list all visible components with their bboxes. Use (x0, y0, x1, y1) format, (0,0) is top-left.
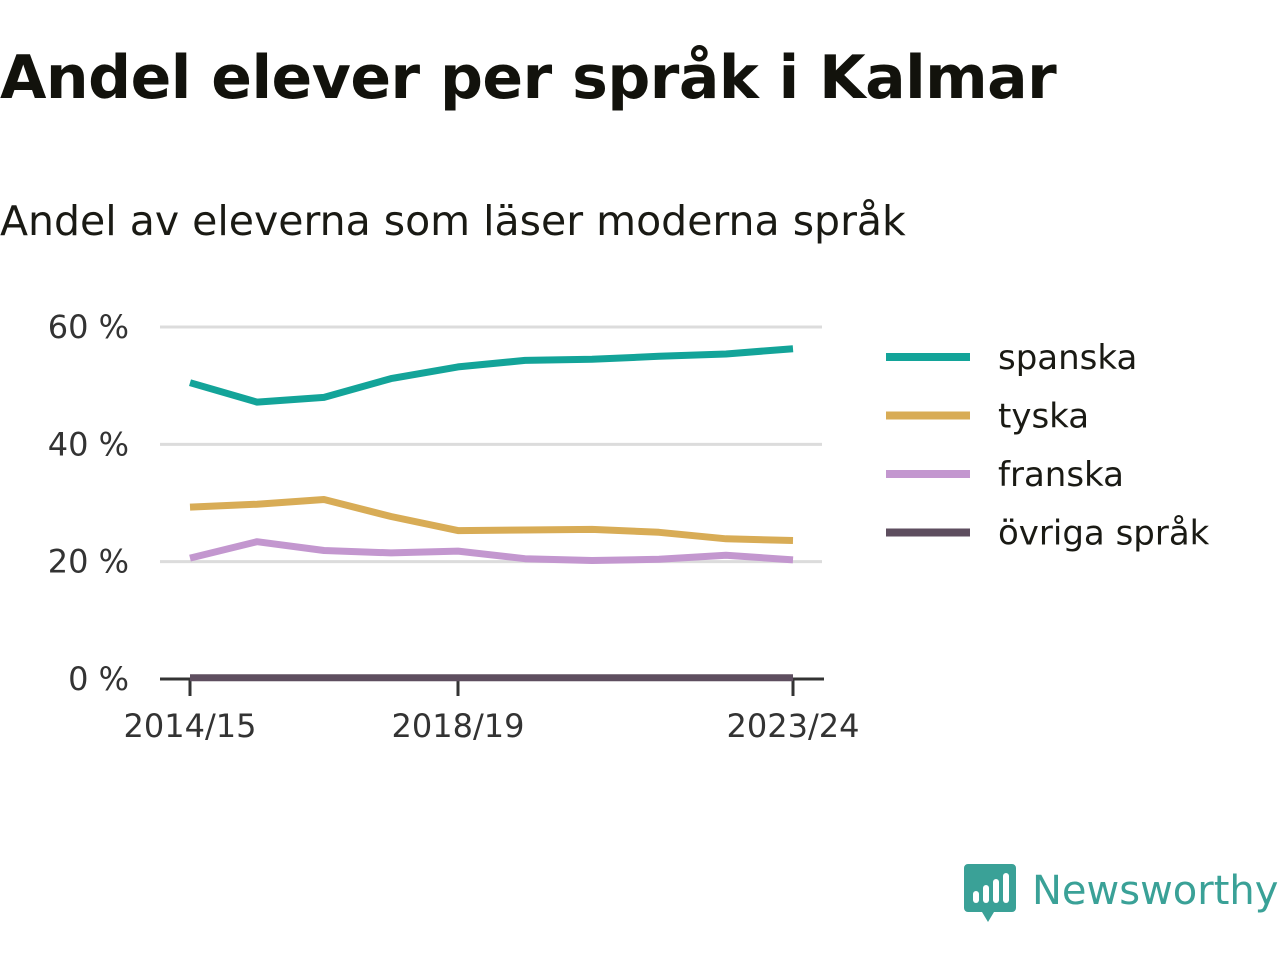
x-axis: 2014/15 2018/19 2023/24 (124, 677, 860, 745)
y-tick-label: 40 % (48, 425, 129, 463)
y-tick-label: 0 % (68, 660, 129, 698)
gridlines (160, 325, 822, 564)
y-tick-label: 20 % (48, 543, 129, 581)
newsworthy-logo-icon (964, 864, 1016, 922)
x-tick-label: 2014/15 (124, 707, 257, 745)
series-line-tyska (189, 496, 794, 544)
chart-subtitle: Andel av eleverna som läser moderna språ… (0, 197, 906, 245)
y-axis: 0 % 20 % 40 % 60 % (48, 308, 129, 698)
x-tick-label: 2018/19 (392, 707, 525, 745)
legend-label: spanska (998, 338, 1137, 378)
brand-name: Newsworthy (1032, 868, 1279, 914)
chart-title: Andel elever per språk i Kalmar (0, 43, 1057, 113)
legend-label: övriga språk (998, 514, 1210, 554)
legend-label: tyska (998, 397, 1089, 437)
brand-logo: Newsworthy (964, 864, 1278, 926)
x-tick-label: 2023/24 (727, 707, 860, 745)
legend-label: franska (998, 455, 1124, 495)
series-line-spanska (189, 345, 794, 406)
series-lines (189, 345, 794, 682)
y-tick-label: 60 % (48, 308, 129, 346)
line-chart: 0 % 20 % 40 % 60 % 2014/15 2018/19 2023/24 sp… (48, 308, 1210, 745)
legend: spanska tyska franska övriga språk (886, 338, 1210, 554)
series-line-franska (189, 538, 794, 564)
